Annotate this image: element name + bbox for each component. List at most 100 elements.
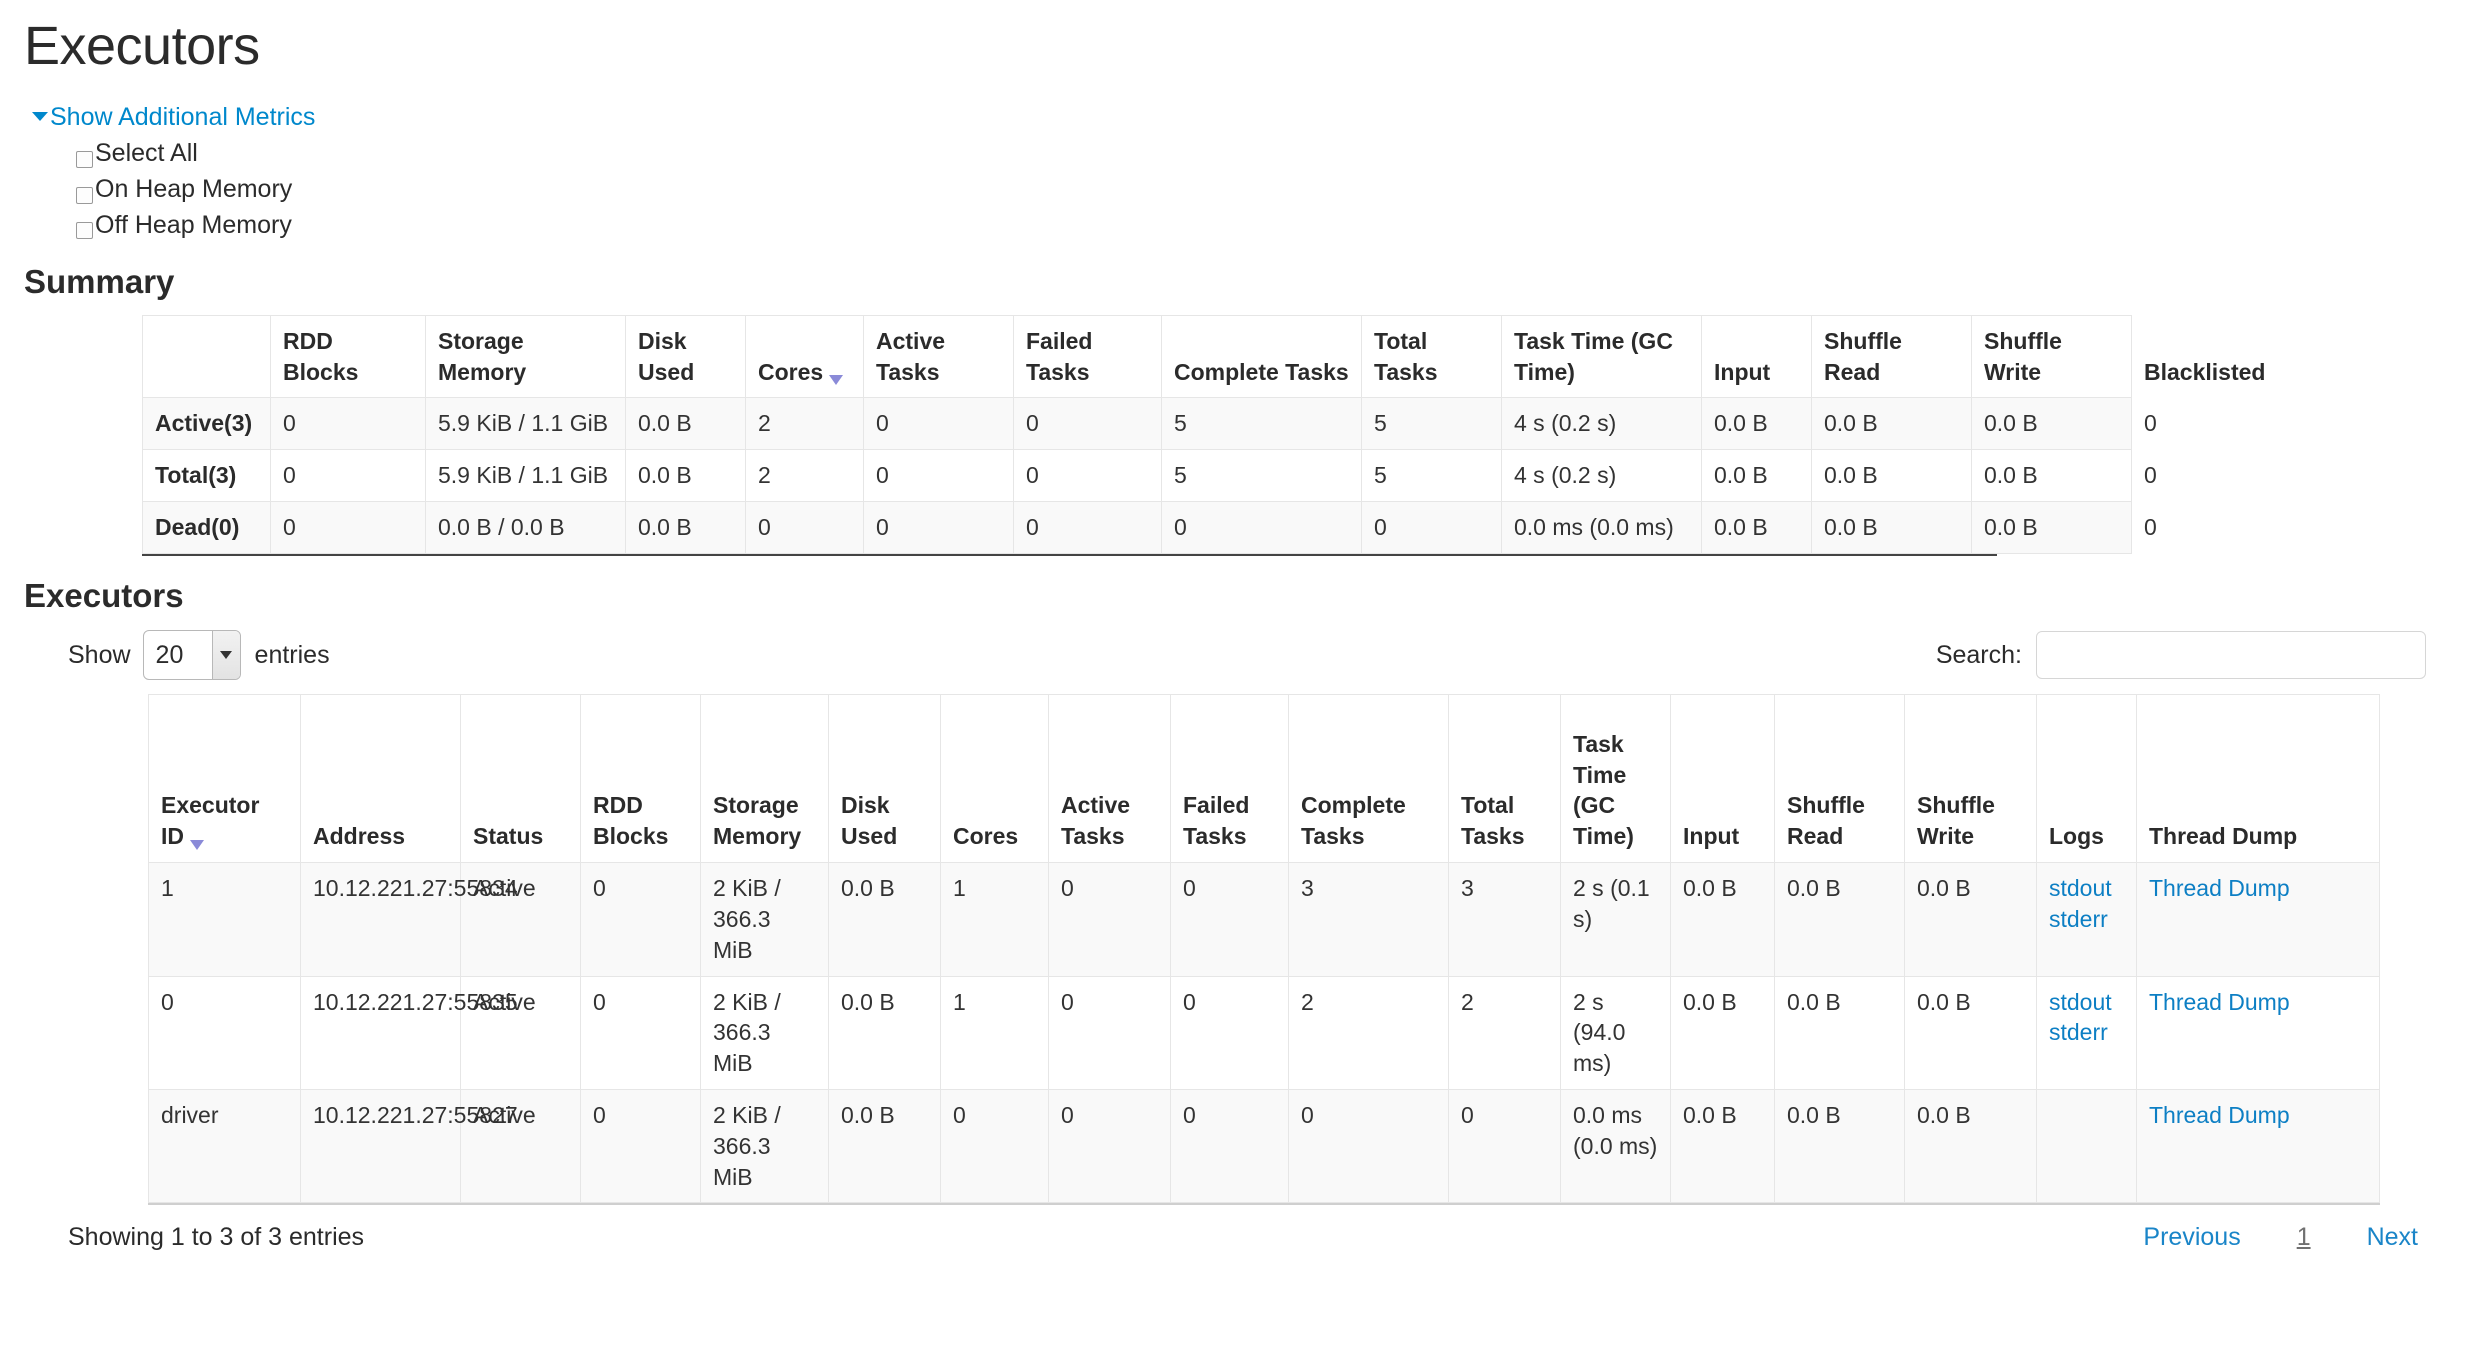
summary-col-active-tasks[interactable]: Active Tasks	[863, 314, 1014, 399]
cell-disk-used: 0.0 B	[625, 397, 746, 451]
summary-col-input[interactable]: Input	[1701, 314, 1812, 399]
cell-thread-dump: Thread Dump	[2136, 975, 2380, 1090]
stderr-link[interactable]: stderr	[2049, 905, 2108, 932]
exec-col-status[interactable]: Status	[460, 694, 581, 864]
summary-row-label: Total(3)	[142, 449, 271, 502]
metric-option-off-heap-memory[interactable]: Off Heap Memory	[76, 209, 2442, 243]
cell-total-tasks: 5	[1361, 449, 1502, 502]
stderr-link[interactable]: stderr	[2049, 1019, 2108, 1046]
cell-input: 0.0 B	[1670, 975, 1775, 1090]
executors-page: Executors Show Additional Metrics Select…	[0, 0, 2466, 1252]
next-page-button[interactable]: Next	[2366, 1223, 2418, 1252]
stdout-link[interactable]: stdout	[2049, 988, 2112, 1015]
thread-dump-link[interactable]: Thread Dump	[2149, 875, 2290, 902]
show-additional-metrics-toggle[interactable]: Show Additional Metrics	[32, 101, 315, 134]
search-input[interactable]	[2036, 631, 2426, 680]
summary-col-shuffle-read[interactable]: Shuffle Read	[1811, 314, 1972, 399]
page-title: Executors	[24, 16, 260, 76]
cell-status: Active	[460, 862, 581, 977]
cell-active-tasks: 0	[863, 397, 1014, 451]
exec-col-executor-id[interactable]: Executor ID	[148, 694, 301, 864]
exec-col-cores[interactable]: Cores	[940, 694, 1049, 864]
summary-col-failed-tasks[interactable]: Failed Tasks	[1013, 314, 1162, 399]
exec-col-task-time[interactable]: Task Time (GC Time)	[1560, 694, 1671, 864]
summary-col-storage-memory[interactable]: Storage Memory	[425, 314, 626, 399]
cell-logs: stdout stderr	[2036, 862, 2137, 977]
off-heap-memory-checkbox[interactable]	[76, 222, 93, 240]
cell-cores: 0	[940, 1088, 1049, 1204]
metric-option-select-all[interactable]: Select All	[76, 137, 2442, 171]
summary-col-rdd-blocks[interactable]: RDD Blocks	[270, 314, 426, 399]
cell-total-tasks: 2	[1448, 975, 1561, 1090]
cell-complete-tasks: 2	[1288, 975, 1449, 1090]
exec-col-total-tasks[interactable]: Total Tasks	[1448, 694, 1561, 864]
cell-shuffle-read: 0.0 B	[1811, 449, 1972, 502]
cell-disk-used: 0.0 B	[828, 862, 941, 977]
cell-input: 0.0 B	[1701, 500, 1812, 554]
executors-table-body: 1 10.12.221.27:55834 Active 0 2 KiB / 36…	[148, 862, 2380, 1204]
exec-col-storage-memory[interactable]: Storage Memory	[700, 694, 829, 864]
exec-col-logs[interactable]: Logs	[2036, 694, 2137, 864]
cell-active-tasks: 0	[1048, 975, 1171, 1090]
previous-page-button[interactable]: Previous	[2143, 1223, 2241, 1252]
cell-shuffle-write: 0.0 B	[1904, 862, 2037, 977]
cell-failed-tasks: 0	[1013, 397, 1162, 451]
cell-active-tasks: 0	[863, 449, 1014, 502]
exec-col-address[interactable]: Address	[300, 694, 461, 864]
summary-table-head: RDD Blocks Storage Memory Disk Used Core…	[142, 314, 2265, 399]
cell-storage-memory: 2 KiB / 366.3 MiB	[700, 862, 829, 977]
cell-input: 0.0 B	[1670, 862, 1775, 977]
page-length-select[interactable]: 20	[142, 630, 241, 681]
summary-col-total-tasks[interactable]: Total Tasks	[1361, 314, 1502, 399]
exec-col-input[interactable]: Input	[1670, 694, 1775, 864]
thread-dump-link[interactable]: Thread Dump	[2149, 988, 2290, 1015]
exec-col-shuffle-write[interactable]: Shuffle Write	[1904, 694, 2037, 864]
cell-shuffle-read: 0.0 B	[1811, 500, 1972, 554]
show-label: Show	[68, 640, 131, 669]
exec-col-shuffle-read[interactable]: Shuffle Read	[1774, 694, 1905, 864]
cell-shuffle-read: 0.0 B	[1774, 975, 1905, 1090]
summary-col-cores[interactable]: Cores	[745, 314, 864, 399]
on-heap-memory-checkbox[interactable]	[76, 186, 93, 204]
table-row: driver 10.12.221.27:55827 Active 0 2 KiB…	[148, 1088, 2380, 1204]
show-entries-control: Show 20 entries	[68, 630, 330, 681]
cell-total-tasks: 0	[1448, 1088, 1561, 1204]
sort-descending-icon	[190, 840, 204, 851]
summary-col-blank[interactable]	[142, 314, 271, 399]
select-all-checkbox[interactable]	[76, 150, 93, 168]
summary-col-disk-used[interactable]: Disk Used	[625, 314, 746, 399]
exec-col-failed-tasks[interactable]: Failed Tasks	[1170, 694, 1289, 864]
chevron-down-icon	[211, 631, 240, 680]
summary-col-shuffle-write[interactable]: Shuffle Write	[1971, 314, 2132, 399]
cell-input: 0.0 B	[1670, 1088, 1775, 1204]
exec-col-active-tasks[interactable]: Active Tasks	[1048, 694, 1171, 864]
cell-total-tasks: 5	[1361, 397, 1502, 451]
metric-option-on-heap-memory[interactable]: On Heap Memory	[76, 173, 2442, 207]
cell-storage-memory: 2 KiB / 366.3 MiB	[700, 975, 829, 1090]
cell-task-time: 4 s (0.2 s)	[1501, 397, 1702, 451]
cell-input: 0.0 B	[1701, 397, 1812, 451]
summary-col-complete-tasks[interactable]: Complete Tasks	[1161, 314, 1362, 399]
show-additional-metrics-label: Show Additional Metrics	[50, 102, 316, 131]
cell-shuffle-read: 0.0 B	[1774, 862, 1905, 977]
summary-col-task-time[interactable]: Task Time (GC Time)	[1501, 314, 1702, 399]
cell-shuffle-write: 0.0 B	[1971, 500, 2132, 554]
cell-storage-memory: 2 KiB / 366.3 MiB	[700, 1088, 829, 1204]
table-row: Dead(0) 0 0.0 B / 0.0 B 0.0 B 0 0 0 0 0 …	[142, 500, 2157, 554]
table-row: 0 10.12.221.27:55835 Active 0 2 KiB / 36…	[148, 975, 2380, 1090]
exec-col-thread-dump[interactable]: Thread Dump	[2136, 694, 2380, 864]
stdout-link[interactable]: stdout	[2049, 875, 2112, 902]
executors-table-head: Executor ID Address Status RDD Blocks St…	[148, 694, 2380, 864]
thread-dump-link[interactable]: Thread Dump	[2149, 1101, 2290, 1128]
executors-table-footer: Showing 1 to 3 of 3 entries Previous 1 N…	[24, 1223, 2442, 1252]
additional-metrics-list: Select All On Heap Memory Off Heap Memor…	[24, 137, 2442, 242]
cell-rdd-blocks: 0	[580, 975, 701, 1090]
cell-cores: 2	[745, 449, 864, 502]
exec-col-rdd-blocks[interactable]: RDD Blocks	[580, 694, 701, 864]
executors-table: Executor ID Address Status RDD Blocks St…	[148, 694, 2380, 1204]
page-number-1[interactable]: 1	[2296, 1223, 2311, 1252]
exec-col-disk-used[interactable]: Disk Used	[828, 694, 941, 864]
cell-disk-used: 0.0 B	[625, 500, 746, 554]
exec-col-executor-id-label: Executor ID	[161, 792, 260, 850]
exec-col-complete-tasks[interactable]: Complete Tasks	[1288, 694, 1449, 864]
